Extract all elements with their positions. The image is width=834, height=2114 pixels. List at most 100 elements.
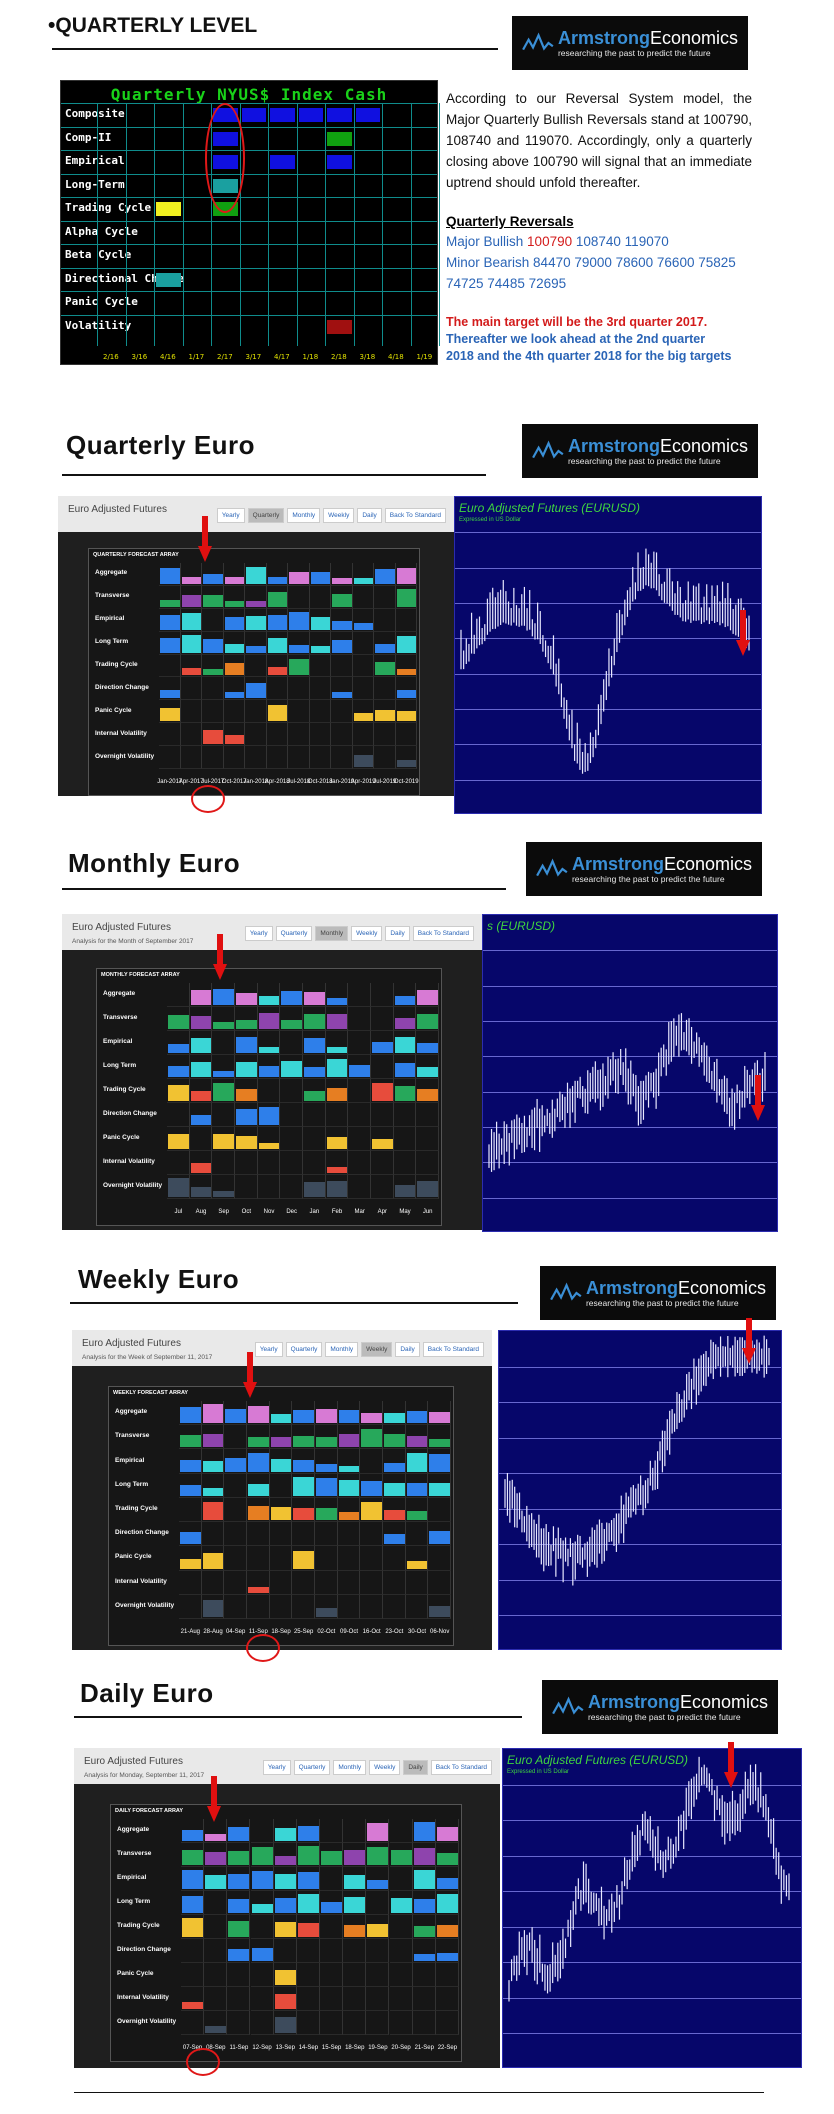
forecast-cell xyxy=(428,1594,451,1619)
forecast-panel: Euro Adjusted Futures Analysis for the Mo… xyxy=(62,914,482,1230)
forecast-cell xyxy=(331,563,353,586)
forecast-bar xyxy=(417,1088,438,1101)
forecast-cell xyxy=(288,723,310,747)
forecast-cell xyxy=(189,1079,213,1103)
tab-daily[interactable]: Daily xyxy=(357,508,382,523)
forecast-bar xyxy=(274,2017,296,2033)
chart-gridline xyxy=(503,1926,801,1928)
forecast-bar xyxy=(353,713,373,722)
forecast-cell xyxy=(292,1425,315,1450)
forecast-cell xyxy=(202,608,224,632)
tab-weekly[interactable]: Weekly xyxy=(323,508,355,523)
tab-back-to-standard[interactable]: Back To Standard xyxy=(422,1342,484,1357)
quarterly-level-block xyxy=(241,108,266,122)
forecast-bar xyxy=(190,1091,212,1101)
forecast-array-title: QUARTERLY FORECAST ARRAY xyxy=(93,552,179,558)
tab-yearly[interactable]: Yearly xyxy=(244,926,273,941)
forecast-cell xyxy=(416,1103,439,1127)
tab-back-to-standard[interactable]: Back To Standard xyxy=(384,508,446,523)
forecast-cell xyxy=(159,677,181,701)
tab-quarterly[interactable]: Quarterly xyxy=(293,1760,331,1775)
armstrong-logo: ArmstrongEconomics researching the past t… xyxy=(540,1266,776,1320)
forecast-array-title: MONTHLY FORECAST ARRAY xyxy=(101,972,180,978)
tab-weekly[interactable]: Weekly xyxy=(361,1342,393,1357)
logo-tagline: researching the past to predict the futu… xyxy=(567,456,721,466)
forecast-bar xyxy=(310,645,330,653)
forecast-bar xyxy=(213,1190,234,1197)
forecast-date: 16-Oct xyxy=(362,1629,381,1635)
tab-daily[interactable]: Daily xyxy=(395,1342,420,1357)
forecast-cell xyxy=(389,1819,413,1843)
tab-quarterly[interactable]: Quarterly xyxy=(247,508,285,523)
forecast-cell xyxy=(204,1987,228,2011)
forecast-date: May xyxy=(399,1209,411,1215)
logo-name-rest: Economics xyxy=(649,28,738,48)
forecast-cell xyxy=(212,1055,235,1079)
forecast-cell xyxy=(167,1103,190,1127)
tab-quarterly[interactable]: Quarterly xyxy=(285,1342,323,1357)
forecast-bar xyxy=(361,1501,382,1521)
tab-back-to-standard[interactable]: Back To Standard xyxy=(430,1760,492,1775)
forecast-bar xyxy=(202,1502,224,1521)
tab-quarterly[interactable]: Quarterly xyxy=(275,926,313,941)
forecast-bar xyxy=(224,577,244,584)
forecast-cell xyxy=(303,1079,326,1103)
forecast-cell xyxy=(159,654,181,678)
forecast-bar xyxy=(436,1893,458,1913)
forecast-bar xyxy=(413,1847,435,1865)
forecast-cell xyxy=(245,563,267,586)
forecast-cell xyxy=(181,1915,205,1939)
forecast-bar xyxy=(258,1046,280,1053)
forecast-cell xyxy=(389,1987,413,2011)
forecast-cell xyxy=(360,1473,383,1498)
forecast-bar xyxy=(326,1046,348,1053)
forecast-bar xyxy=(203,573,223,584)
forecast-array-grid: DAILY FORECAST ARRAY Aggregate Transverse E… xyxy=(110,1804,462,2062)
red-arrow-icon xyxy=(213,934,227,980)
forecast-cell xyxy=(416,1031,439,1055)
forecast-cell xyxy=(212,1103,235,1127)
forecast-date: Apr-2019 xyxy=(350,779,376,785)
forecast-cell xyxy=(371,1151,394,1175)
tab-monthly[interactable]: Monthly xyxy=(287,508,321,523)
forecast-panel-title: Euro Adjusted Futures xyxy=(68,504,167,515)
quarterly-level-col-line xyxy=(382,103,383,346)
chart-gridline xyxy=(503,1891,801,1893)
forecast-cell xyxy=(383,1522,406,1547)
forecast-cell xyxy=(250,1987,274,2011)
logo-wave-icon xyxy=(550,1282,582,1301)
forecast-cell xyxy=(395,585,417,609)
tab-weekly[interactable]: Weekly xyxy=(369,1760,401,1775)
tab-monthly[interactable]: Monthly xyxy=(333,1760,367,1775)
tab-weekly[interactable]: Weekly xyxy=(351,926,383,941)
forecast-cell xyxy=(224,1425,247,1450)
quarterly-level-row: Directional Change xyxy=(61,267,437,291)
forecast-cell xyxy=(325,1055,349,1079)
forecast-bar xyxy=(160,614,180,630)
chart-title: s (EURUSD) xyxy=(487,919,555,933)
forecast-bar xyxy=(225,1408,246,1424)
forecast-bar xyxy=(202,1433,224,1448)
tab-monthly[interactable]: Monthly xyxy=(325,1342,359,1357)
forecast-cell xyxy=(179,1497,202,1523)
tab-yearly[interactable]: Yearly xyxy=(216,508,245,523)
quarterly-level-date: 4/18 xyxy=(388,353,404,361)
forecast-cell xyxy=(266,723,288,747)
section-title: Weekly Euro xyxy=(78,1264,240,1294)
forecast-bar xyxy=(304,1182,325,1197)
tab-daily[interactable]: Daily xyxy=(385,926,410,941)
forecast-cell xyxy=(266,585,288,609)
forecast-cell xyxy=(273,1891,297,1915)
forecast-cell xyxy=(405,1401,429,1426)
tab-back-to-standard[interactable]: Back To Standard xyxy=(412,926,474,941)
forecast-cell xyxy=(331,631,353,655)
logo-wave-icon xyxy=(532,440,564,459)
chart-gridline xyxy=(503,1820,801,1822)
forecast-bar xyxy=(297,1826,319,1841)
tab-monthly[interactable]: Monthly xyxy=(315,926,349,941)
tab-daily[interactable]: Daily xyxy=(403,1760,428,1775)
forecast-cell xyxy=(179,1522,202,1547)
tab-yearly[interactable]: Yearly xyxy=(254,1342,283,1357)
forecast-cell xyxy=(181,1819,205,1843)
tab-yearly[interactable]: Yearly xyxy=(262,1760,291,1775)
